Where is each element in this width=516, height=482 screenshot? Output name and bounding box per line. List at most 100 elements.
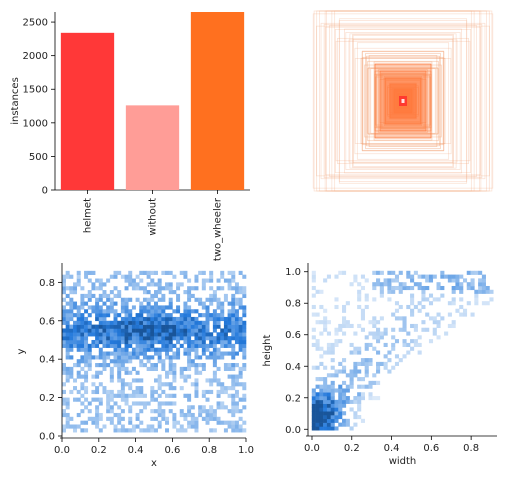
xy-cell xyxy=(128,297,133,302)
xy-cell xyxy=(106,397,111,402)
xy-cell xyxy=(146,366,151,372)
xy-cell xyxy=(242,290,247,295)
xy-cell xyxy=(131,378,136,383)
wh-cell xyxy=(345,399,350,404)
wh-cell xyxy=(338,422,343,427)
xy-cell xyxy=(190,363,195,368)
xy-cell xyxy=(154,282,158,287)
wh-cell xyxy=(417,350,422,355)
xy-cell xyxy=(102,328,107,333)
xy-cell xyxy=(65,355,70,360)
xy-cell xyxy=(113,328,118,333)
xy-cell xyxy=(91,293,96,299)
xy-cell xyxy=(242,428,247,433)
xy-cell xyxy=(205,378,210,383)
bar-y-tick-label: 500 xyxy=(29,152,48,163)
wh-cell xyxy=(485,289,490,294)
xy-cell xyxy=(157,405,162,410)
xy-cell xyxy=(117,324,122,329)
wh-cell xyxy=(311,335,316,340)
xy-cell xyxy=(194,309,199,314)
xy-cell xyxy=(95,339,100,345)
xy-cell xyxy=(187,305,192,310)
xy-cell xyxy=(69,274,74,279)
wh-cell xyxy=(342,308,347,313)
xy-cell xyxy=(201,320,206,325)
xy-cell xyxy=(165,332,170,337)
xy-cell xyxy=(212,309,217,314)
xy-cell xyxy=(187,293,192,299)
xy-cell xyxy=(120,382,125,387)
xy-cell xyxy=(124,355,129,360)
xy-cell xyxy=(165,374,170,379)
xy-cell xyxy=(194,328,199,333)
wh-cell xyxy=(364,304,369,310)
xy-cell xyxy=(190,412,195,418)
xy-cell xyxy=(183,412,188,418)
xy-cell xyxy=(168,382,173,387)
xy-cell xyxy=(113,343,118,348)
xy-cell xyxy=(187,336,192,341)
xy-cell xyxy=(142,336,147,341)
xy-cell xyxy=(131,286,136,291)
bar-y-tick-label: 2500 xyxy=(23,18,48,29)
xy-cell xyxy=(168,386,173,391)
xy-cell xyxy=(80,382,85,387)
wh-cell xyxy=(315,426,320,431)
wh-cell xyxy=(357,415,362,420)
bar-x-tick-label: without xyxy=(148,198,159,236)
wh-cell xyxy=(326,373,331,378)
xy-cell xyxy=(209,316,214,322)
wh-cell xyxy=(349,350,354,355)
xy-cell xyxy=(69,286,74,291)
xy-cell xyxy=(157,420,162,425)
wh-cell xyxy=(349,384,354,389)
xy-cell xyxy=(183,290,188,295)
xy-cell xyxy=(234,405,239,410)
xy-cell xyxy=(154,313,158,318)
bar-without xyxy=(125,105,180,190)
wh-cell xyxy=(323,278,328,283)
xy-cell xyxy=(73,424,78,429)
xy-cell xyxy=(139,305,144,310)
xy-cell xyxy=(223,405,228,410)
xy-cell xyxy=(165,313,170,318)
xy-cell xyxy=(98,355,103,360)
overlay-box xyxy=(316,25,490,177)
wh-cell xyxy=(319,396,324,401)
xy-cell xyxy=(124,397,129,402)
xy-cell xyxy=(231,297,236,302)
xy-cell xyxy=(231,301,236,306)
wh-cell xyxy=(368,342,373,348)
xy-cell xyxy=(198,324,203,329)
wh-cell xyxy=(319,388,324,393)
wh-cell xyxy=(376,396,381,401)
xy-cell xyxy=(212,409,217,414)
xy-cell xyxy=(201,343,206,348)
wh-cell xyxy=(357,297,362,302)
overlay-box xyxy=(360,57,446,145)
xy-cell xyxy=(135,416,140,421)
xy-cell xyxy=(142,339,147,345)
xy-cell xyxy=(73,305,78,310)
xy-cell xyxy=(69,305,74,310)
xy-cell xyxy=(216,347,221,352)
wh-cell xyxy=(364,293,369,298)
xy-cell xyxy=(234,282,239,287)
xy-cell xyxy=(201,324,206,329)
xy-cell xyxy=(128,282,133,287)
wh-cell xyxy=(368,392,373,397)
xy-cell xyxy=(62,290,66,295)
wh-cell xyxy=(364,358,369,363)
xy-cell xyxy=(98,351,103,356)
wh-cell xyxy=(342,365,347,370)
xy-cell xyxy=(187,316,192,322)
xy-cell xyxy=(73,332,78,337)
wh-cell xyxy=(421,285,426,291)
xy-cell xyxy=(216,405,221,410)
wh-cell xyxy=(394,354,400,359)
xy-cell xyxy=(223,363,228,368)
xy-cell xyxy=(65,270,70,275)
xy-cell xyxy=(216,382,221,387)
xy-cell xyxy=(168,366,173,372)
